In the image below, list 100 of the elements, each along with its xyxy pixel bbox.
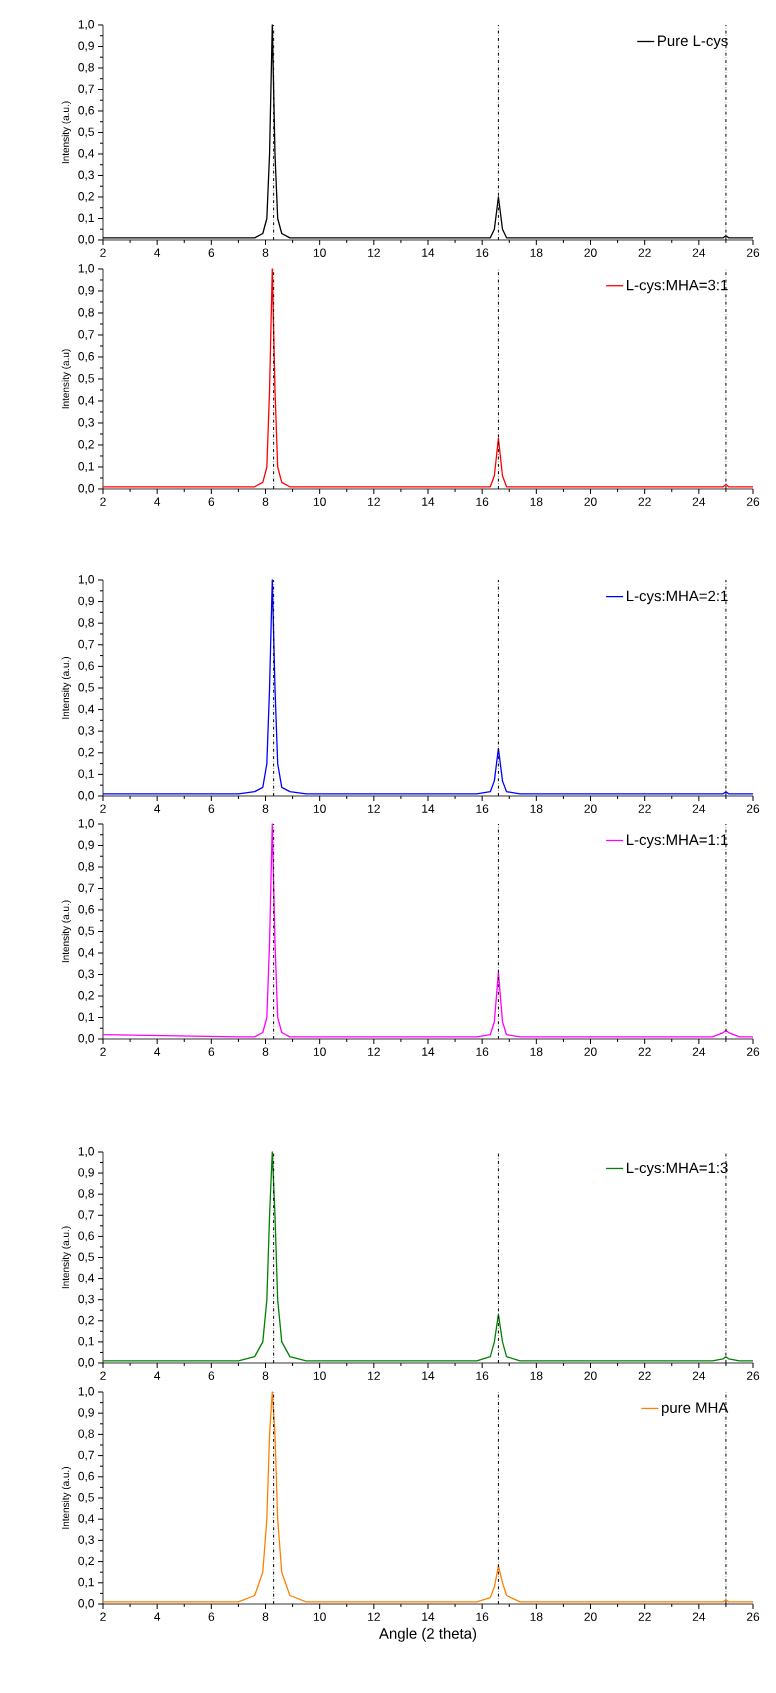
x-tick-label: 24 xyxy=(692,497,706,506)
x-tick-label: 8 xyxy=(262,248,269,257)
y-tick-label: 0,5 xyxy=(78,1252,94,1263)
y-tick-label: 0,2 xyxy=(78,1556,94,1567)
legend-label: pure MHA xyxy=(662,1402,729,1416)
y-tick-label: 0,4 xyxy=(78,149,95,159)
y-tick-label: 0,0 xyxy=(78,484,95,494)
x-tick-label: 18 xyxy=(530,248,543,257)
y-tick-label: 0,5 xyxy=(78,374,94,384)
y-tick-label: 0,8 xyxy=(78,862,94,872)
y-tick-label: 0,0 xyxy=(78,1358,95,1368)
y-tick-label: 0,1 xyxy=(78,462,94,472)
y-axis-title: Intensity (a.u.) xyxy=(61,101,72,164)
x-tick-label: 14 xyxy=(422,804,435,813)
y-tick-label: 0,0 xyxy=(78,1599,95,1609)
y-tick-label: 0,4 xyxy=(78,1514,95,1525)
y-tick-label: 0,6 xyxy=(78,352,94,362)
x-tick-label: 14 xyxy=(422,1371,435,1380)
x-tick-label: 20 xyxy=(584,1612,597,1621)
x-tick-label: 4 xyxy=(154,1371,161,1380)
y-tick-label: 0,5 xyxy=(78,1493,94,1503)
legend-label: Pure L-cys xyxy=(658,35,728,49)
x-tick-label: 12 xyxy=(368,497,380,506)
y-tick-label: 0,7 xyxy=(78,639,94,650)
y-tick-label: 0,9 xyxy=(78,840,94,851)
y-tick-label: 0,3 xyxy=(78,969,94,980)
y-tick-label: 1,0 xyxy=(78,1147,95,1157)
y-axis-title: Intensity (a.u.) xyxy=(61,657,72,719)
y-tick-label: 0,7 xyxy=(78,84,94,95)
x-tick-label: 18 xyxy=(530,804,543,813)
x-tick-label: 4 xyxy=(154,804,161,813)
x-tick-label: 2 xyxy=(100,1612,106,1621)
x-tick-label: 8 xyxy=(262,1612,269,1621)
legend-label: L-cys:MHA=2:1 xyxy=(626,590,728,605)
y-tick-label: 0,9 xyxy=(78,596,94,607)
x-tick-label: 20 xyxy=(584,497,597,506)
x-tick-label: 20 xyxy=(584,1047,597,1056)
x-tick-label: 6 xyxy=(208,804,215,813)
y-tick-label: 1,0 xyxy=(78,1387,95,1397)
y-tick-label: 0,2 xyxy=(78,1315,94,1326)
y-tick-label: 0,7 xyxy=(78,883,94,894)
y-tick-label: 0,8 xyxy=(78,1429,94,1440)
x-tick-label: 16 xyxy=(476,1612,489,1621)
x-tick-label: 18 xyxy=(530,1371,543,1380)
y-tick-label: 0,9 xyxy=(78,1408,94,1419)
x-tick-label: 14 xyxy=(422,497,435,506)
x-tick-label: 10 xyxy=(313,248,326,257)
legend-label: L-cys:MHA=3:1 xyxy=(626,279,728,294)
y-tick-label: 0,3 xyxy=(78,1294,94,1305)
x-tick-label: 12 xyxy=(368,804,380,813)
x-tick-label: 22 xyxy=(638,497,651,506)
x-tick-label: 16 xyxy=(476,804,489,813)
y-tick-label: 0,8 xyxy=(78,1189,94,1200)
x-tick-label: 6 xyxy=(208,248,215,257)
x-tick-label: 4 xyxy=(154,1612,161,1621)
y-tick-label: 0,3 xyxy=(78,1535,94,1546)
y-tick-label: 0,4 xyxy=(78,396,95,406)
x-tick-label: 22 xyxy=(638,1612,651,1621)
y-tick-label: 0,0 xyxy=(78,235,95,245)
x-tick-label: 2 xyxy=(100,1047,106,1056)
x-tick-label: 16 xyxy=(476,1371,489,1380)
y-tick-label: 0,1 xyxy=(78,1012,94,1023)
y-tick-label: 0,2 xyxy=(78,440,94,450)
y-tick-label: 0,8 xyxy=(78,618,94,629)
x-tick-label: 12 xyxy=(368,248,380,257)
x-tick-label: 22 xyxy=(638,804,651,813)
y-tick-label: 0,4 xyxy=(78,704,95,715)
x-tick-label: 12 xyxy=(368,1047,380,1056)
x-tick-label: 14 xyxy=(422,1047,435,1056)
y-tick-label: 0,1 xyxy=(78,769,94,780)
x-tick-label: 20 xyxy=(584,804,597,813)
x-tick-label: 10 xyxy=(313,1371,326,1380)
y-axis-title: Intensity (a.u.) xyxy=(61,1226,72,1289)
y-tick-label: 0,1 xyxy=(78,1577,94,1588)
legend-label: L-cys:MHA=1:3 xyxy=(626,1162,728,1177)
y-tick-label: 0,2 xyxy=(78,747,94,758)
x-tick-label: 24 xyxy=(692,1371,706,1380)
x-tick-label: 24 xyxy=(692,804,706,813)
x-tick-label: 16 xyxy=(476,248,489,257)
x-tick-label: 26 xyxy=(746,1047,760,1056)
x-tick-label: 20 xyxy=(584,1371,597,1380)
y-tick-label: 0,2 xyxy=(78,991,94,1001)
x-tick-label: 14 xyxy=(422,248,435,257)
y-tick-label: 1,0 xyxy=(78,20,95,30)
y-tick-label: 1,0 xyxy=(78,575,95,585)
x-tick-label: 4 xyxy=(154,497,161,506)
y-tick-label: 0,1 xyxy=(78,213,94,224)
x-tick-label: 26 xyxy=(746,1371,760,1380)
x-tick-label: 6 xyxy=(208,1371,215,1380)
x-tick-label: 24 xyxy=(692,1047,706,1056)
x-axis-title: Angle (2 theta) xyxy=(379,1627,477,1642)
x-tick-label: 10 xyxy=(313,497,326,506)
x-tick-label: 4 xyxy=(154,1047,161,1056)
y-axis-title: Intensity (a.u.) xyxy=(61,900,72,963)
y-tick-label: 0,0 xyxy=(78,791,95,801)
x-tick-label: 6 xyxy=(208,497,215,506)
y-tick-label: 0,6 xyxy=(78,661,94,672)
y-tick-label: 0,7 xyxy=(78,330,94,340)
x-tick-label: 22 xyxy=(638,1047,651,1056)
x-tick-label: 8 xyxy=(262,1371,269,1380)
